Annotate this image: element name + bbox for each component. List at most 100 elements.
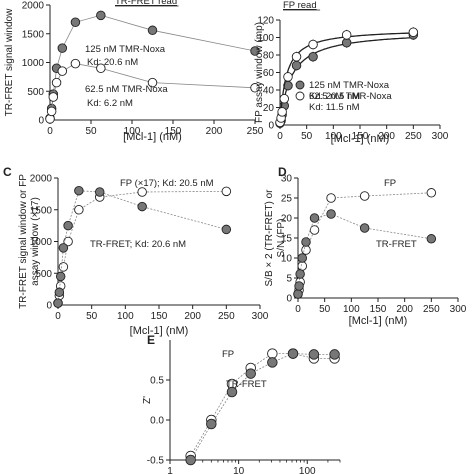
x-tick-label: 250 [423,304,440,315]
x-tick-label: 100 [299,466,316,474]
y-tick-label: 1000 [30,237,53,248]
data-point [74,185,84,196]
panel-title: FP read [283,0,317,11]
data-point [329,349,340,360]
y-axis-label: assay window (×17) [30,197,41,286]
data-point [359,191,370,201]
data-point [287,348,299,359]
x-tick-label: 250 [247,126,264,137]
x-tick-label: 50 [319,304,331,315]
data-point [309,213,320,223]
data-point [46,106,57,117]
x-tick-label: 10 [233,466,245,474]
series-line [190,353,335,457]
series-1: 62.5 nM TMR-Noxa Kd: 6.2 nM [45,58,260,124]
x-tick-label: 250 [218,311,235,322]
data-point [221,186,232,197]
y-axis-label: Z' [142,396,153,404]
data-point [147,25,158,36]
data-point [63,236,73,247]
y-tick-label: 500 [35,269,52,280]
data-point [267,357,278,368]
data-point [137,187,147,197]
series-kd: Kd: 6.2 nM [87,98,133,109]
data-point [206,418,217,430]
y-tick-label: 25 [281,194,293,205]
panel-title: TR-FRET read [115,0,177,7]
data-point [408,27,419,38]
panel-letter: E [147,333,155,347]
x-tick-label: 100 [343,304,360,315]
x-axis-label: [Mcl-1] (nM) [349,315,408,327]
y-tick-label: 0 [268,121,274,132]
data-point [309,225,320,235]
x-tick-label: 1 [167,466,173,474]
y-tick-label: 30 [281,174,293,185]
y-tick-label: 2000 [30,174,53,185]
data-point [326,193,336,203]
data-point [51,77,62,88]
y-tick-label: 5 [286,274,292,285]
legend-marker [295,80,305,90]
legend-marker [295,91,305,101]
series-label: 125 nM TMR-Noxa [85,44,166,55]
legend-kd: Kd: 11.5 nM [309,102,360,113]
y-axis-label: S/B × 2 (TR-FRET) or [264,189,275,287]
data-point [308,39,318,50]
data-point [297,253,308,263]
data-point [74,204,84,215]
data-point [147,77,158,88]
y-tick-label: 1000 [22,58,45,69]
y-tick-label: 20 [281,214,293,225]
x-tick-label: 250 [405,131,422,142]
x-tick-label: 50 [86,311,98,322]
data-point [137,201,147,212]
panel-b: 0 50 100 150 200 250 300 0 20 40 60 80 100 120 [Mcl-1]… [254,0,449,145]
data-point [308,52,318,62]
x-tick-label: 100 [325,131,342,142]
data-point [55,271,66,282]
data-point [221,224,232,235]
x-tick-label: 150 [165,126,182,137]
data-point [426,234,437,244]
y-tick-label: 1500 [22,29,45,40]
y-tick-label: 20 [263,103,275,114]
x-axis-label: [Mcl-1] (nM) [123,131,182,143]
data-point [326,209,336,219]
y-tick-label: 80 [263,51,275,62]
y-tick-label: 500 [27,87,44,98]
x-tick-label: 100 [117,311,134,322]
x-tick-label: 200 [206,126,223,137]
panel-e: 1 10 100 -0.5 0.0 0.5 Z' E FP TR-FRET [142,333,341,474]
y-tick-label: 10 [281,254,293,265]
data-point [96,10,106,21]
data-point [359,223,370,233]
legend-label: 125 nM TMR-Noxa [309,80,390,91]
data-point [53,298,63,308]
data-point [267,348,278,359]
data-point [293,289,303,299]
data-point [70,17,81,28]
y-tick-label: 40 [263,86,275,97]
data-point [341,30,352,40]
data-point [291,60,302,71]
panel-c: 0 50 100 150 200 250 300 0 500 1000 1500 2000 [Mcl-1… [3,165,269,337]
data-point [94,187,105,197]
data-point [295,269,305,279]
data-point [297,261,308,271]
data-point [54,287,65,298]
legend-kd: Kd: 20.5 nM [309,91,360,102]
y-tick-label: 0.5 [150,376,164,387]
y-tick-label: 100 [257,33,274,44]
data-point [426,188,437,198]
x-tick-label: 150 [151,311,168,322]
data-point [70,58,81,69]
data-point [294,281,304,291]
x-tick-label: 150 [370,304,387,315]
panel-a: 0 50 100 150 200 250 0 500 1000 1500 2000 [Mcl-1] (… [4,0,264,143]
data-point [250,46,260,56]
panel-letter: D [278,165,287,179]
y-tick-label: 60 [263,68,275,79]
